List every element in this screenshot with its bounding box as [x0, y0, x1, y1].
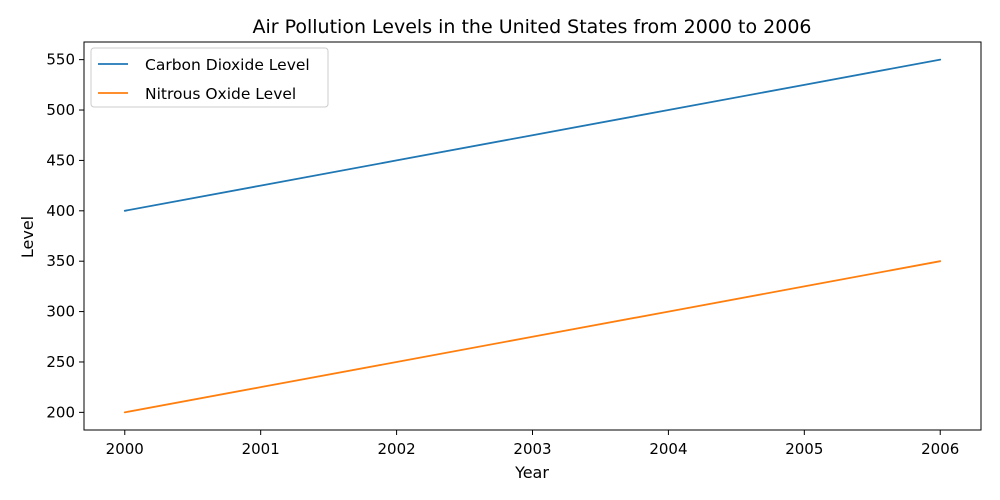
y-tick-label: 500 — [46, 101, 75, 119]
x-axis: 2000 2001 2002 2003 2004 2005 2006 — [106, 430, 959, 458]
plot-area — [123, 58, 942, 414]
x-tick-label: 2004 — [649, 440, 687, 458]
y-tick-label: 550 — [46, 51, 75, 69]
chart-title: Air Pollution Levels in the United State… — [252, 16, 811, 38]
y-tick-label: 350 — [46, 252, 75, 270]
x-tick-label: 2006 — [921, 440, 959, 458]
x-tick-label: 2002 — [377, 440, 415, 458]
series-line-0 — [123, 58, 942, 212]
x-axis-title: Year — [514, 463, 549, 482]
series-line-1 — [123, 260, 942, 414]
y-tick-label: 450 — [46, 151, 75, 169]
y-tick-label: 300 — [46, 303, 75, 321]
y-tick-label: 250 — [46, 353, 75, 371]
x-tick-label: 2005 — [785, 440, 823, 458]
legend-label-1: Nitrous Oxide Level — [145, 85, 296, 103]
y-axis-title: Level — [18, 216, 37, 258]
y-tick-label: 200 — [46, 403, 75, 421]
x-tick-label: 2003 — [513, 440, 551, 458]
legend-box — [90, 47, 329, 108]
legend-label-0: Carbon Dioxide Level — [145, 56, 310, 74]
legend: Carbon Dioxide Level Nitrous Oxide Level — [90, 47, 329, 108]
x-tick-label: 2001 — [242, 440, 280, 458]
y-tick-label: 400 — [46, 202, 75, 220]
plot-frame — [83, 41, 982, 431]
y-axis: 200 250 300 350 400 450 500 550 — [46, 51, 84, 421]
x-tick-label: 2000 — [106, 440, 144, 458]
